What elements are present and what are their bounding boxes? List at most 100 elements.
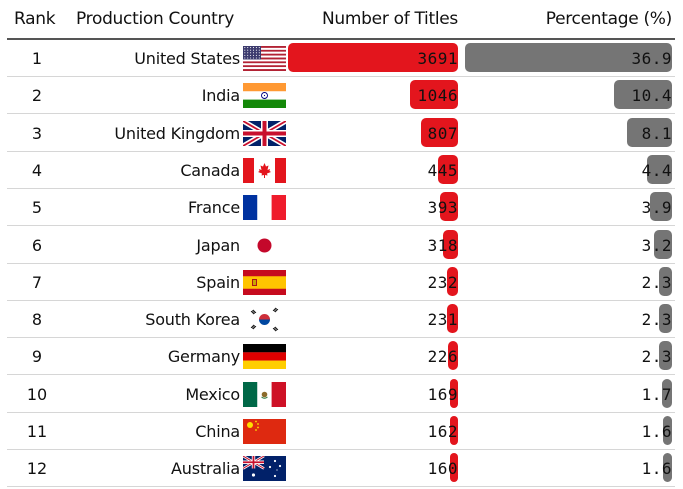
titles-value: 393 xyxy=(427,198,458,218)
titles-value: 1046 xyxy=(417,86,458,106)
percentage-bar xyxy=(626,117,672,147)
table-row[interactable]: 12 Australia 160 1.6 xyxy=(0,450,683,488)
percentage-bar xyxy=(650,192,672,222)
percentage-value: 3.2 xyxy=(641,235,672,255)
header-rank[interactable]: Rank xyxy=(14,9,56,29)
titles-value: 445 xyxy=(427,160,458,180)
titles-bar xyxy=(450,416,458,445)
percentage-bar xyxy=(662,378,672,408)
rank-cell: 6 xyxy=(31,235,43,255)
country-name: South Korea xyxy=(145,310,240,330)
titles-bar xyxy=(450,453,458,483)
in-flag-icon xyxy=(243,83,286,109)
table-row[interactable]: 1 United States 3691 36.9 xyxy=(0,40,683,77)
row-divider xyxy=(7,486,675,488)
country-name: China xyxy=(195,422,240,441)
percentage-bar xyxy=(659,304,672,334)
percentage-bar xyxy=(659,266,672,296)
rank-cell: 7 xyxy=(31,272,43,292)
titles-bar xyxy=(420,117,458,147)
row-divider xyxy=(7,411,675,413)
country-name: Mexico xyxy=(185,384,240,404)
titles-value: 160 xyxy=(427,459,458,479)
table-row[interactable]: 10 Mexico 169 1.7 xyxy=(0,376,683,413)
percentage-value: 2.3 xyxy=(641,347,672,367)
table-row[interactable]: 11 China 162 1.6 xyxy=(0,413,683,450)
percentage-bar xyxy=(663,453,672,483)
row-divider xyxy=(7,449,675,450)
gb-flag-icon xyxy=(243,120,286,146)
titles-value: 162 xyxy=(427,422,458,441)
titles-bar xyxy=(288,43,458,72)
percentage-value: 1.6 xyxy=(641,459,672,479)
table-row[interactable]: 5 France 393 3.9 xyxy=(0,189,683,227)
mx-flag-icon xyxy=(243,381,286,407)
percentage-value: 4.4 xyxy=(641,160,672,180)
titles-value: 226 xyxy=(427,347,458,367)
rank-cell: 2 xyxy=(31,86,43,106)
header-divider xyxy=(7,38,675,40)
rank-cell: 1 xyxy=(31,49,43,68)
country-name: Australia xyxy=(171,459,240,479)
country-name: Spain xyxy=(196,272,240,292)
table-row[interactable]: 8 South Korea 231 2.3 xyxy=(0,301,683,339)
titles-value: 3691 xyxy=(417,49,458,68)
percentage-value: 10.4 xyxy=(631,86,672,106)
row-divider xyxy=(7,150,675,152)
percentage-bar xyxy=(465,43,672,72)
row-divider xyxy=(7,262,675,264)
header-production-country[interactable]: Production Country xyxy=(76,9,234,29)
table-row[interactable]: 4 Canada 445 4.4 xyxy=(0,152,683,189)
header-number-of-titles[interactable]: Number of Titles xyxy=(322,9,458,29)
percentage-value: 2.3 xyxy=(641,310,672,330)
row-divider xyxy=(7,225,675,227)
titles-bar xyxy=(443,229,458,259)
percentage-bar xyxy=(663,416,672,445)
ca-flag-icon xyxy=(243,157,286,183)
rank-cell: 8 xyxy=(31,310,43,330)
header-percentage[interactable]: Percentage (%) xyxy=(545,9,673,29)
titles-bar xyxy=(409,80,458,110)
percentage-value: 1.7 xyxy=(641,384,672,404)
table-row[interactable]: 3 United Kingdom 807 8.1 xyxy=(0,115,683,152)
titles-value: 169 xyxy=(427,384,458,404)
country-name: India xyxy=(201,86,240,106)
country-name: United Kingdom xyxy=(114,123,240,143)
table-row[interactable]: 2 India 1046 10.4 xyxy=(0,77,683,115)
jp-flag-icon xyxy=(243,232,286,258)
row-divider xyxy=(7,337,675,339)
titles-value: 807 xyxy=(427,123,458,143)
table-row[interactable]: 7 Spain 232 2.3 xyxy=(0,264,683,301)
titles-bar xyxy=(447,341,458,371)
country-name: United States xyxy=(134,49,240,68)
de-flag-icon xyxy=(243,344,286,370)
country-name: Japan xyxy=(196,235,240,255)
rank-cell: 4 xyxy=(31,160,43,180)
titles-bar xyxy=(439,192,458,222)
row-divider xyxy=(7,299,675,301)
rank-cell: 12 xyxy=(26,459,48,479)
percentage-bar xyxy=(654,229,672,259)
rank-cell: 9 xyxy=(31,347,43,367)
table-row[interactable]: 6 Japan 318 3.2 xyxy=(0,227,683,264)
titles-value: 231 xyxy=(427,310,458,330)
row-divider xyxy=(7,187,675,189)
rank-cell: 11 xyxy=(26,422,48,441)
es-flag-icon xyxy=(243,269,286,295)
country-name: Germany xyxy=(167,347,240,367)
rank-cell: 5 xyxy=(31,198,43,218)
percentage-bar xyxy=(659,341,672,371)
percentage-value: 3.9 xyxy=(641,198,672,218)
au-flag-icon xyxy=(243,456,286,482)
country-name: Canada xyxy=(180,160,240,180)
kr-flag-icon xyxy=(243,307,286,333)
fr-flag-icon xyxy=(243,195,286,221)
titles-value: 232 xyxy=(427,272,458,292)
percentage-bar xyxy=(647,154,672,184)
row-divider xyxy=(7,113,675,115)
table-row[interactable]: 9 Germany 226 2.3 xyxy=(0,338,683,376)
country-name: France xyxy=(187,198,240,218)
us-flag-icon xyxy=(243,46,286,71)
percentage-bar xyxy=(613,80,672,110)
cn-flag-icon xyxy=(243,419,286,444)
